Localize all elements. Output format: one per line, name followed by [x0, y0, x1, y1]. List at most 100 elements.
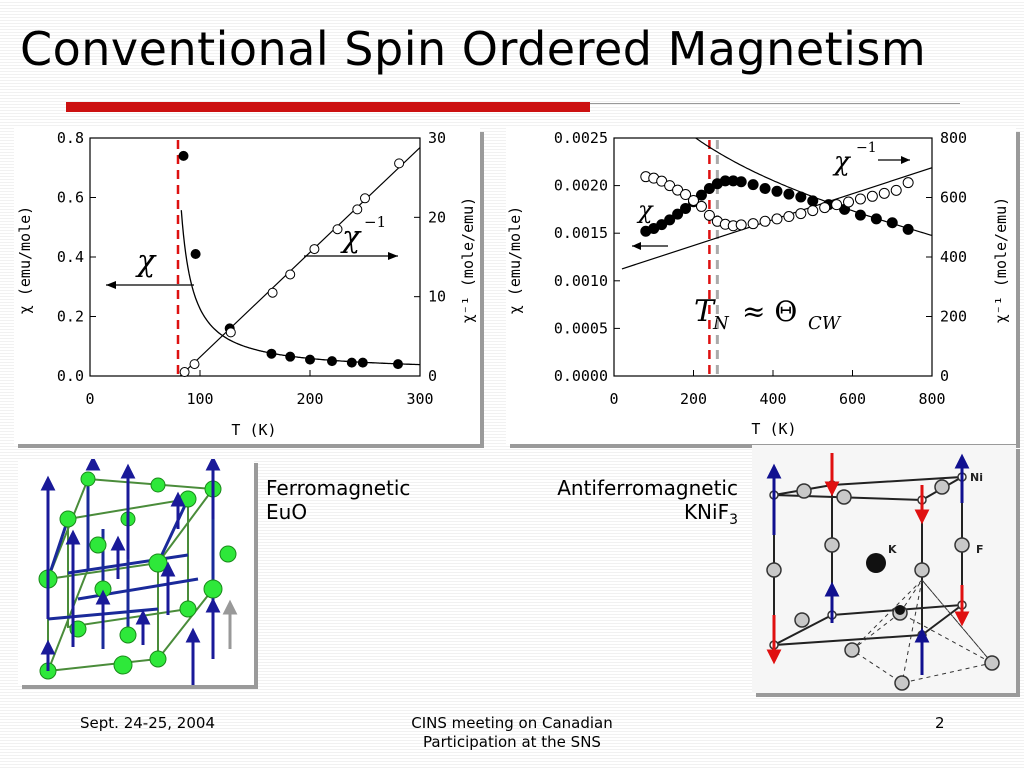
knif3-lattice-drawing: Ni K F — [766, 453, 1000, 691]
knif3-subscript: 3 — [729, 512, 738, 528]
y-left-tick-label: 0.0000 — [554, 367, 608, 385]
y-left-tick-label: 0.0010 — [554, 272, 608, 290]
y-right-tick-label: 200 — [940, 308, 967, 326]
y-left-tick-label: 0.8 — [57, 129, 84, 147]
susceptibility-fit-curve — [694, 138, 932, 236]
susceptibility-point — [664, 214, 676, 226]
inverse-susceptibility-point — [807, 205, 819, 217]
euo-lattice-drawing — [38, 459, 238, 685]
x-axis-label: T (K) — [751, 420, 796, 438]
inverse-susceptibility-point — [759, 215, 771, 227]
susceptibility-point — [747, 179, 759, 191]
x-tick-label: 600 — [839, 390, 866, 408]
susceptibility-point — [870, 213, 882, 225]
inverse-susceptibility-point — [747, 218, 759, 230]
inverse-susceptibility-point — [890, 184, 902, 196]
k-atom — [866, 553, 886, 573]
ferromagnet-chart-panel: 0 100 200 300 0.0 0.2 0.4 0.6 0.8 0 10 20 30 χ (emu/… — [14, 128, 480, 444]
x-tick-label: 0 — [609, 390, 618, 408]
inverse-susceptibility-point — [360, 193, 370, 204]
knif3-label: KNiF — [683, 500, 730, 524]
cw-subscript: CW — [808, 313, 842, 334]
y-right-tick-label: 800 — [940, 129, 967, 147]
inverse-susceptibility-point — [902, 177, 914, 189]
inverse-susceptibility-point — [866, 190, 878, 202]
chi-inverse-superscript: −1 — [364, 213, 386, 231]
antiferromagnet-chart-panel: 0 200 400 600 800 0.0000 0.0005 0.0010 0.0015 0.0… — [506, 128, 1016, 444]
inverse-susceptibility-point — [267, 287, 278, 298]
antiferromagnet-chart: 0 200 400 600 800 0.0000 0.0005 0.0010 0.0015 0.0… — [506, 129, 1010, 438]
y-right-tick-label: 400 — [940, 248, 967, 266]
knif3-lattice-image: Ni K F — [752, 445, 1016, 693]
inverse-susceptibility-point — [688, 194, 699, 206]
inverse-susceptibility-point — [695, 200, 707, 212]
ferromagnetic-caption: Ferromagnetic EuO — [266, 476, 410, 524]
inverse-susceptibility-point — [831, 199, 843, 211]
y-left-tick-label: 0.0015 — [554, 224, 608, 242]
y-left-tick-label: 0.2 — [57, 308, 84, 326]
tn-subscript: N — [712, 313, 730, 334]
inverse-susceptibility-point — [332, 224, 343, 235]
x-tick-label: 300 — [406, 390, 433, 408]
footer-event-line-2: Participation at the SNS — [423, 733, 601, 751]
susceptibility-point — [327, 356, 337, 367]
inverse-susceptibility-point — [878, 187, 890, 199]
y-left-tick-label: 0.0 — [57, 367, 84, 385]
susceptibility-point — [759, 182, 771, 194]
knif3-label-line: KNiF3 — [506, 500, 738, 532]
y-left-tick-label: 0.6 — [57, 189, 84, 207]
k-label: K — [888, 543, 897, 556]
susceptibility-point — [695, 189, 707, 201]
susceptibility-point — [285, 351, 296, 362]
y-right-tick-label: 0 — [940, 367, 949, 385]
x-tick-label: 100 — [186, 390, 213, 408]
x-tick-label: 200 — [296, 390, 323, 408]
chi-annotation: χ — [636, 196, 654, 224]
title-rule — [590, 103, 960, 104]
y-right-tick-label: 20 — [428, 208, 446, 226]
chi-inverse-arrowhead — [901, 156, 910, 164]
x-tick-label: 400 — [759, 390, 786, 408]
ferromagnet-chart: 0 100 200 300 0.0 0.2 0.4 0.6 0.8 0 10 20 30 χ (emu/… — [16, 129, 477, 439]
y-right-tick-label: 30 — [428, 129, 446, 147]
inverse-susceptibility-point — [189, 359, 200, 370]
susceptibility-point — [886, 217, 898, 229]
inverse-susceptibility-point — [179, 367, 190, 378]
inverse-susceptibility-point — [843, 196, 855, 208]
susceptibility-point — [346, 357, 357, 368]
plot-frame — [613, 137, 933, 377]
susceptibility-point — [190, 249, 201, 260]
chi-annotation: χ — [135, 244, 157, 279]
footer-event-line-1: CINS meeting on Canadian — [411, 714, 613, 732]
inverse-susceptibility-point — [819, 202, 831, 214]
chi-inverse-annotation: χ — [340, 220, 362, 255]
inverse-susceptibility-point — [771, 213, 783, 225]
susceptibility-point — [902, 223, 914, 235]
susceptibility-point — [680, 202, 692, 214]
chi-inverse-arrowhead — [388, 252, 398, 260]
inverse-susceptibility-point — [854, 193, 866, 205]
curie-weiss-fit-curve — [180, 210, 420, 366]
euo-label: EuO — [266, 500, 308, 524]
slide-number: 2 — [935, 714, 945, 732]
slide-title: Conventional Spin Ordered Magnetism — [20, 22, 927, 76]
inverse-susceptibility-point — [394, 158, 405, 169]
footer-date: Sept. 24-25, 2004 — [80, 714, 215, 732]
antiferromagnetic-caption: Antiferromagnetic KNiF3 — [506, 476, 738, 532]
y-left-tick-label: 0.4 — [57, 248, 84, 266]
inverse-susceptibility-point — [285, 269, 296, 280]
inverse-susceptibility-point — [680, 189, 692, 201]
susceptibility-point — [178, 150, 189, 161]
title-accent-bar — [66, 102, 590, 112]
susceptibility-point — [807, 195, 819, 207]
y-right-tick-label: 0 — [428, 367, 437, 385]
inverse-susceptibility-point — [703, 209, 715, 221]
inverse-susceptibility-point — [309, 244, 320, 255]
chi-inverse-superscript: −1 — [856, 140, 877, 156]
susceptibility-point — [735, 176, 747, 188]
y-axis-right-label: χ⁻¹ (mole/emu) — [459, 197, 477, 323]
susceptibility-point — [305, 354, 315, 365]
susceptibility-point — [393, 359, 403, 370]
susceptibility-point — [703, 182, 715, 194]
y-axis-right-label: χ⁻¹ (mole/emu) — [992, 197, 1010, 323]
